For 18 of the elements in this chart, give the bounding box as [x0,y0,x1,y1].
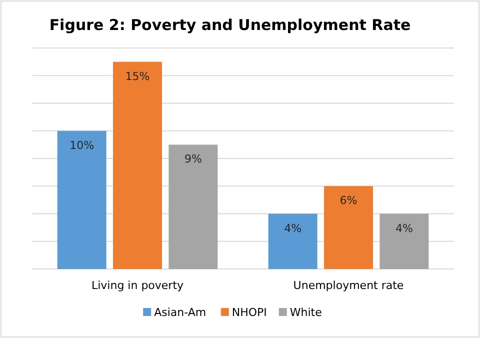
bar [113,62,162,269]
bar [380,214,429,269]
data-label: 4% [395,222,413,235]
data-label: 10% [70,138,94,152]
legend-label: White [290,306,322,319]
data-label: 9% [184,152,202,166]
data-label: 4% [284,222,302,235]
legend-label: Asian-Am [154,306,206,319]
bar [168,144,218,269]
bar [324,186,373,269]
data-label: 15% [125,70,150,83]
data-label: 6% [340,194,358,208]
bar [268,214,318,269]
legend-label: NHOPI [232,306,267,319]
chart-title: Figure 2: Poverty and Unemployment Rate [49,16,411,34]
x-tick-label: Living in poverty [91,279,184,292]
bar [57,130,106,269]
x-tick-label: Unemployment rate [293,279,404,292]
